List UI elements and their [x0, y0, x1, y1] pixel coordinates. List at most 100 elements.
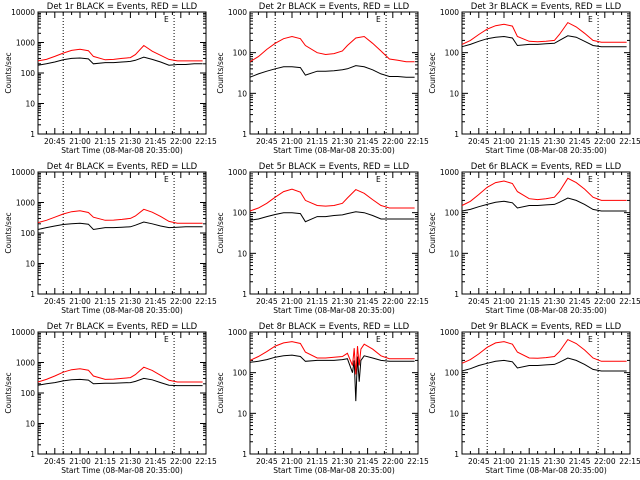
y-axis-label: Counts/sec	[428, 212, 437, 253]
x-tick-label: 22:15	[195, 457, 217, 466]
y-tick-label: 100	[233, 369, 248, 378]
x-tick-label: 21:30	[120, 297, 142, 306]
y-tick-label: 100	[233, 49, 248, 58]
y-tick-label: 100	[233, 209, 248, 218]
legend-marker: E	[588, 335, 593, 344]
x-tick-label: 21:30	[544, 457, 566, 466]
x-tick-label: 21:30	[332, 137, 354, 146]
y-tick-label: 10	[237, 409, 247, 418]
series-lld	[461, 177, 627, 206]
x-tick-label: 21:15	[306, 297, 328, 306]
y-tick-label: 100	[445, 49, 460, 58]
chart-title: Det 6r BLACK = Events, RED = LLD	[471, 162, 622, 172]
x-axis-label: Start Time (08-Mar-08 20:35:00)	[485, 306, 607, 315]
x-tick-label: 21:00	[69, 297, 91, 306]
y-tick-label: 1	[30, 130, 35, 139]
y-tick-label: 1000	[440, 328, 459, 337]
y-tick-label: 10	[237, 89, 247, 98]
x-tick-label: 21:45	[145, 137, 167, 146]
series-events	[461, 197, 627, 212]
chart-panel: Det 7r BLACK = Events, RED = LLD 1 10 100 10…	[4, 322, 217, 475]
x-axis-label: Start Time (08-Mar-08 20:35:00)	[485, 146, 607, 155]
x-tick-label: 21:00	[69, 457, 91, 466]
chart-title: Det 3r BLACK = Events, RED = LLD	[471, 2, 622, 12]
y-tick-label: 100	[21, 69, 36, 78]
y-tick-label: 1000	[228, 168, 247, 177]
y-tick-label: 10	[25, 420, 35, 429]
x-tick-label: 22:15	[619, 297, 640, 306]
x-tick-label: 21:45	[145, 297, 167, 306]
y-tick-label: 10000	[11, 168, 35, 177]
y-tick-label: 1000	[16, 39, 35, 48]
y-tick-label: 1	[454, 130, 459, 139]
legend-marker: E	[376, 15, 381, 24]
x-tick-label: 21:45	[569, 297, 591, 306]
series-events	[37, 221, 203, 231]
legend-marker: E	[164, 335, 169, 344]
legend-marker: E	[376, 335, 381, 344]
x-tick-label: 21:30	[332, 457, 354, 466]
y-tick-label: 100	[445, 209, 460, 218]
x-tick-label: 21:15	[94, 457, 116, 466]
y-tick-label: 1	[454, 450, 459, 459]
x-tick-label: 22:00	[382, 137, 404, 146]
y-tick-label: 1000	[16, 199, 35, 208]
x-tick-label: 22:00	[170, 457, 192, 466]
series-lld	[249, 341, 415, 375]
x-tick-label: 21:15	[306, 137, 328, 146]
y-tick-label: 100	[21, 389, 36, 398]
x-tick-label: 21:15	[94, 297, 116, 306]
x-tick-label: 21:45	[569, 137, 591, 146]
x-tick-label: 22:15	[619, 457, 640, 466]
x-tick-label: 21:45	[145, 457, 167, 466]
x-tick-label: 21:15	[518, 457, 540, 466]
series-lld	[461, 338, 627, 364]
x-tick-label: 21:45	[569, 457, 591, 466]
x-tick-label: 22:00	[170, 137, 192, 146]
y-tick-label: 10	[25, 260, 35, 269]
y-tick-label: 10000	[11, 328, 35, 337]
x-tick-label: 21:45	[357, 457, 379, 466]
x-tick-label: 22:15	[195, 137, 217, 146]
series-events	[249, 211, 415, 223]
y-tick-label: 1	[242, 290, 247, 299]
x-axis-label: Start Time (08-Mar-08 20:35:00)	[273, 306, 395, 315]
x-tick-label: 20:45	[256, 297, 278, 306]
y-tick-label: 10	[449, 249, 459, 258]
chart-title: Det 9r BLACK = Events, RED = LLD	[471, 322, 622, 332]
x-tick-label: 21:00	[281, 297, 303, 306]
x-tick-label: 20:45	[468, 297, 490, 306]
y-tick-label: 1000	[228, 8, 247, 17]
y-tick-label: 10	[237, 249, 247, 258]
y-tick-label: 1000	[440, 8, 459, 17]
x-tick-label: 20:45	[44, 297, 66, 306]
x-tick-label: 21:45	[357, 297, 379, 306]
y-tick-label: 1	[242, 450, 247, 459]
series-lld	[37, 44, 203, 62]
x-tick-label: 20:45	[44, 457, 66, 466]
y-tick-label: 1000	[440, 168, 459, 177]
chart-panel: Det 1r BLACK = Events, RED = LLD 1 10 100 10…	[4, 2, 217, 155]
series-lld	[461, 21, 627, 45]
chart-title: Det 2r BLACK = Events, RED = LLD	[259, 2, 410, 12]
x-tick-label: 21:00	[493, 457, 515, 466]
x-tick-label: 21:15	[306, 457, 328, 466]
y-tick-label: 10	[449, 409, 459, 418]
y-axis-label: Counts/sec	[216, 212, 225, 253]
x-tick-label: 22:15	[407, 137, 429, 146]
x-tick-label: 21:15	[94, 137, 116, 146]
x-axis-label: Start Time (08-Mar-08 20:35:00)	[273, 466, 395, 475]
chart-title: Det 4r BLACK = Events, RED = LLD	[47, 162, 198, 172]
series-events	[461, 357, 627, 372]
x-tick-label: 22:15	[407, 457, 429, 466]
legend-marker: E	[588, 15, 593, 24]
x-tick-label: 22:00	[170, 297, 192, 306]
x-tick-label: 21:30	[544, 137, 566, 146]
y-axis-label: Counts/sec	[216, 372, 225, 413]
x-tick-label: 21:15	[518, 297, 540, 306]
x-tick-label: 22:00	[594, 137, 616, 146]
y-tick-label: 1	[242, 130, 247, 139]
legend-marker: E	[164, 175, 169, 184]
series-events	[249, 65, 415, 78]
y-tick-label: 10000	[11, 8, 35, 17]
